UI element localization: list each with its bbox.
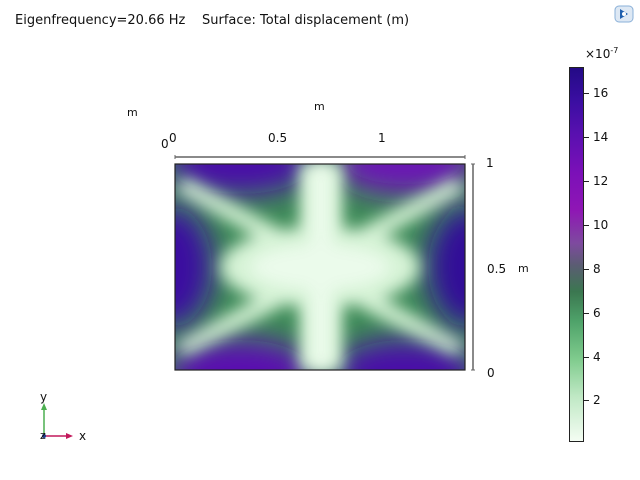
triad-x-label: x (79, 429, 87, 443)
y-tick-label-1: 1 (486, 156, 494, 170)
surface-expression-label: Surface: Total displacement (m) (202, 13, 410, 28)
x-axis-unit-label: m (314, 100, 325, 113)
left-unit-label: m (127, 106, 138, 119)
y-axis-unit-label: m (518, 262, 529, 275)
displacement-surface (175, 164, 465, 370)
axis-triad (41, 403, 73, 439)
x-tick-label-0.5: 0.5 (268, 131, 288, 145)
comsol-logo-icon[interactable] (614, 5, 634, 23)
colorbar-tick-2: 2 (593, 393, 601, 407)
colorbar-tick-16: 16 (593, 86, 609, 100)
triad-y-label: y (40, 390, 48, 404)
plate-outline (174, 163, 466, 371)
origin-tick-label: 0 (161, 137, 169, 151)
color-legend-bar (569, 67, 584, 442)
y-tick-label-0.5: 0.5 (487, 262, 507, 276)
x-tick-label-0: 0 (169, 131, 177, 145)
colorbar-tick-8: 8 (593, 262, 601, 276)
colorbar-tick-14: 14 (593, 130, 609, 144)
colorbar-tick-6: 6 (593, 306, 601, 320)
eigenfrequency-label: Eigenfrequency=20.66 Hz (15, 13, 186, 28)
colorbar-tick-10: 10 (593, 218, 609, 232)
triad-z-label: z (40, 429, 46, 442)
colorbar-tick-12: 12 (593, 174, 609, 188)
x-tick-label-1: 1 (378, 131, 386, 145)
colorbar-exponent: ×10-7 (585, 46, 619, 61)
colorbar-tick-4: 4 (593, 350, 601, 364)
y-tick-label-0: 0 (487, 366, 495, 380)
